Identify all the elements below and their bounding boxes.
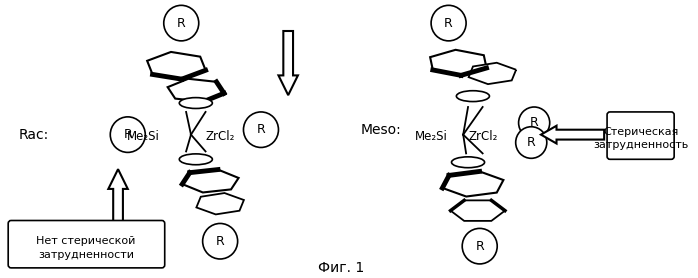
- Text: Нет стерической: Нет стерической: [36, 236, 135, 246]
- Text: Фиг. 1: Фиг. 1: [318, 261, 364, 275]
- Ellipse shape: [456, 91, 489, 101]
- Polygon shape: [196, 193, 244, 214]
- Polygon shape: [147, 52, 206, 79]
- Text: R: R: [124, 128, 132, 141]
- FancyBboxPatch shape: [8, 220, 165, 268]
- Polygon shape: [468, 63, 516, 84]
- Polygon shape: [443, 172, 503, 197]
- Text: ZrCl₂: ZrCl₂: [468, 130, 498, 143]
- Polygon shape: [541, 126, 604, 143]
- Circle shape: [110, 117, 145, 152]
- Text: R: R: [530, 116, 539, 129]
- Polygon shape: [430, 50, 487, 75]
- Text: R: R: [527, 136, 535, 149]
- Text: R: R: [177, 17, 186, 29]
- Text: Me₂Si: Me₂Si: [415, 130, 447, 143]
- Circle shape: [519, 107, 550, 138]
- Circle shape: [431, 5, 466, 41]
- Text: R: R: [216, 235, 225, 248]
- Circle shape: [244, 112, 279, 147]
- Polygon shape: [108, 169, 128, 233]
- Polygon shape: [450, 200, 505, 221]
- Polygon shape: [182, 170, 239, 192]
- Circle shape: [516, 127, 547, 158]
- Ellipse shape: [179, 98, 212, 108]
- FancyBboxPatch shape: [607, 112, 674, 159]
- Text: затрудненность: затрудненность: [593, 140, 689, 150]
- Text: R: R: [444, 17, 453, 29]
- Ellipse shape: [452, 157, 484, 168]
- Text: Стерическая: Стерическая: [603, 127, 678, 137]
- Text: ZrCl₂: ZrCl₂: [205, 130, 235, 143]
- Ellipse shape: [179, 154, 212, 165]
- Polygon shape: [168, 79, 224, 102]
- Circle shape: [202, 224, 237, 259]
- Text: Meso:: Meso:: [361, 123, 402, 137]
- Polygon shape: [279, 31, 298, 95]
- Text: R: R: [475, 240, 484, 253]
- Text: R: R: [257, 123, 265, 136]
- Text: Me₂Si: Me₂Si: [127, 130, 160, 143]
- Text: Rac:: Rac:: [19, 128, 49, 142]
- Circle shape: [462, 229, 497, 264]
- Circle shape: [164, 5, 199, 41]
- Text: затрудненности: затрудненности: [38, 250, 134, 260]
